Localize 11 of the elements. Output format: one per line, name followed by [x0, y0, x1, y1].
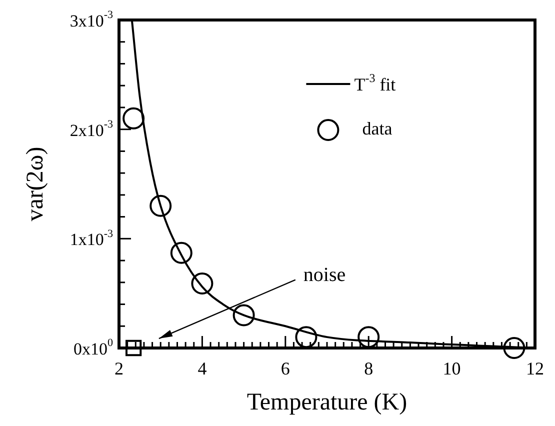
x-tick-label: 4 [198, 358, 207, 379]
x-tick-label: 10 [442, 358, 461, 379]
x-tick-label: 12 [526, 358, 544, 379]
y-axis-title: var(2ω) [22, 146, 48, 222]
x-tick-label: 2 [114, 358, 124, 379]
annotation: noise [303, 264, 346, 286]
legend-label: data [362, 118, 392, 139]
x-tick-label: 6 [280, 358, 290, 379]
x-axis-title: Temperature (K) [246, 389, 408, 416]
point [122, 107, 145, 130]
x-tick-label: 8 [364, 358, 374, 379]
